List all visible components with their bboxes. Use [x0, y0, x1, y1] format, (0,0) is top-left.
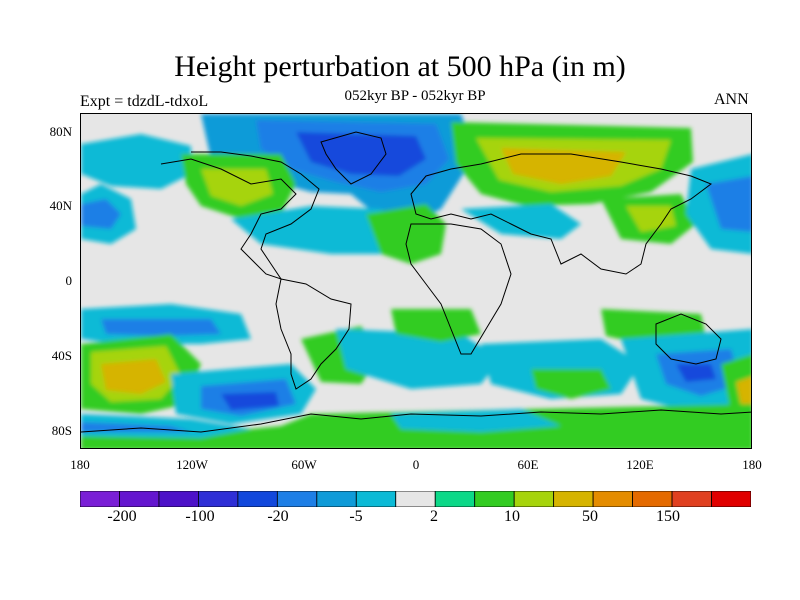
colorbar-label: 150 [656, 508, 680, 525]
lat-label-40s: 40S [51, 348, 72, 363]
colorbar-swatch [474, 491, 515, 507]
plot-title: Height perturbation at 500 hPa (in m) [174, 50, 626, 83]
contour-fills [81, 114, 751, 448]
plot-subtitle: 052kyr BP - 052kyr BP [344, 88, 486, 104]
lon-label-60w: 60W [291, 457, 317, 472]
colorbar-swatch [276, 491, 318, 507]
field-indian-positive [531, 369, 611, 399]
contour-map [81, 114, 751, 448]
colorbar-swatch [158, 491, 199, 507]
field-nz-positive-2 [736, 376, 751, 406]
lat-label-eq: 0 [65, 273, 73, 288]
coastlines [81, 131, 751, 433]
lon-label-180e: 180 [742, 457, 762, 472]
lon-label-120w: 120W [176, 457, 208, 472]
coast-australia [655, 313, 722, 365]
lat-label-80n: 80N [49, 124, 72, 139]
lon-label-120e: 120E [626, 457, 654, 472]
field-australia-negative-3 [676, 364, 716, 382]
field-pacific-ne [81, 134, 191, 189]
colorbar-swatch [513, 491, 555, 507]
field-atlantic-positive [366, 204, 446, 264]
experiment-label: Expt = tdzdL-tdxoL [80, 93, 209, 110]
field-eurasia-negative [461, 204, 581, 239]
colorbar-swatch [237, 491, 278, 507]
colorbar-label: 2 [430, 508, 438, 525]
colorbar-swatch [434, 491, 476, 507]
lon-label-180w: 180 [70, 457, 90, 472]
colorbar-swatch [671, 491, 712, 507]
colorbar-label: 50 [582, 508, 598, 525]
season-label: ANN [714, 91, 749, 108]
colorbar-swatch [119, 491, 160, 507]
map-panel [80, 113, 752, 449]
coast-greenland [320, 131, 387, 185]
lat-label-80s: 80S [51, 423, 72, 438]
field-africa-positive [391, 309, 481, 342]
field-arctic-negative-3 [296, 132, 426, 176]
colorbar-label: -5 [349, 508, 363, 525]
coast-south-america [275, 278, 352, 390]
field-sh-pacific-negative-2 [101, 319, 221, 336]
colorbar-swatch [198, 491, 239, 507]
lon-label-0: 0 [412, 457, 420, 472]
lat-label-40n: 40N [49, 198, 72, 213]
colorbar [80, 491, 751, 507]
field-namerica-positive-2 [201, 169, 273, 206]
field-pacific-nw-negative-2 [706, 176, 751, 232]
colorbar-swatch [316, 491, 357, 507]
colorbar-swatch [632, 491, 673, 507]
colorbar-swatch [80, 491, 120, 507]
colorbar-swatch [711, 491, 751, 507]
colorbar-swatch [553, 491, 594, 507]
field-satlantic-negative [336, 329, 501, 389]
colorbar-label: -200 [107, 508, 137, 525]
field-siberia-positive-3 [501, 148, 626, 184]
field-pacific-west-negative-2 [81, 199, 121, 229]
field-eastasia-positive-2 [626, 206, 676, 232]
coast-north-america [160, 151, 320, 280]
colorbar-label: -100 [185, 508, 215, 525]
coast-antarctica [81, 409, 751, 433]
colorbar-swatch [395, 491, 436, 507]
colorbar-swatch [592, 491, 633, 507]
field-atlantic-negative [231, 206, 411, 254]
colorbar-swatch [355, 491, 397, 507]
field-sh-pacific-positive-3 [101, 359, 166, 394]
colorbar-label: -20 [267, 508, 289, 525]
coast-africa [405, 223, 512, 355]
coast-europe-asia [410, 153, 713, 275]
colorbar-label: 10 [504, 508, 520, 525]
lon-label-60e: 60E [517, 457, 539, 472]
field-sh-southpacific-negative-3 [221, 392, 279, 410]
